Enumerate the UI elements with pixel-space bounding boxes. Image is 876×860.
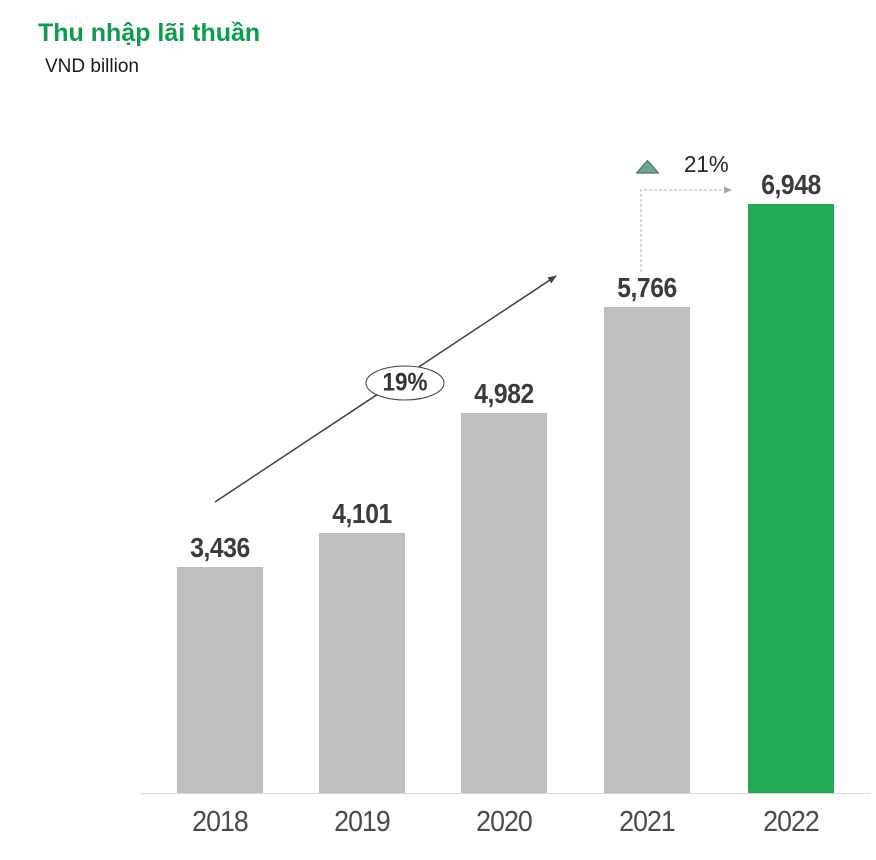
bar-2019 <box>319 533 405 793</box>
bar-value-label: 5,766 <box>617 272 677 303</box>
bar-value-label: 6,948 <box>761 169 821 200</box>
x-axis-line <box>140 793 870 794</box>
bar-2022-highlight <box>748 204 834 793</box>
bar-group-2021: 5,766 <box>604 272 690 793</box>
yoy-dashed-arrow <box>640 186 732 272</box>
x-tick-2020: 2020 <box>476 806 533 838</box>
bar-value-label: 4,982 <box>474 378 534 409</box>
bar-2018 <box>177 567 263 793</box>
chart-unit-label: VND billion <box>45 56 139 77</box>
bar-group-2022: 6,948 <box>748 169 834 793</box>
bar-2021 <box>604 307 690 793</box>
growth-rate-ellipse <box>365 365 445 401</box>
chart-title: Thu nhập lãi thuần <box>38 19 261 47</box>
bar-group-2019: 4,101 <box>319 498 405 793</box>
bar-group-2020: 4,982 <box>461 378 547 793</box>
x-tick-2021: 2021 <box>619 806 676 838</box>
up-triangle-icon <box>635 159 660 174</box>
yoy-growth-label: 21% <box>684 151 729 177</box>
bar-group-2018: 3,436 <box>177 532 263 793</box>
x-tick-2019: 2019 <box>334 806 391 838</box>
bar-value-label: 3,436 <box>190 532 250 563</box>
x-tick-2022: 2022 <box>763 806 820 838</box>
trend-growth-label: 19% <box>382 368 428 397</box>
bar-value-label: 4,101 <box>332 498 392 529</box>
bar-2020 <box>461 413 547 793</box>
x-tick-2018: 2018 <box>192 806 249 838</box>
